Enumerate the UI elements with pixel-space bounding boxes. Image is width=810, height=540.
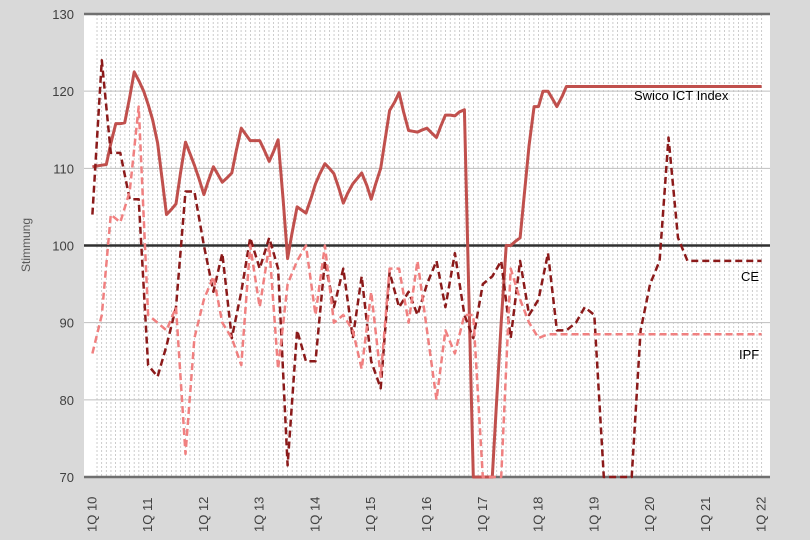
y-tick-label: 80	[60, 393, 74, 408]
y-axis-label: Stimmung	[19, 218, 33, 272]
y-tick-label: 90	[60, 316, 74, 331]
x-tick-label: 1Q 22	[754, 497, 769, 532]
y-tick-labels: 70 80 90 100 110 120 130	[52, 7, 74, 485]
series-label-ce: CE	[741, 269, 759, 284]
series-line-ipf	[91, 105, 762, 479]
y-tick-label: 130	[52, 7, 74, 22]
x-tick-label: 1Q 11	[140, 498, 155, 532]
y-tick-label: 100	[52, 239, 74, 254]
series-label-swico: Swico ICT Index	[634, 88, 729, 103]
x-tick-label: 1Q 13	[252, 497, 267, 532]
y-tick-label: 120	[52, 84, 74, 99]
series-label-ipf: IPF	[739, 347, 759, 362]
series-line-swico-ict-index	[92, 70, 762, 479]
grid	[84, 12, 770, 479]
x-tick-label: 1Q 14	[307, 497, 322, 532]
x-tick-label: 1Q 18	[531, 497, 546, 532]
x-tick-label: 1Q 12	[196, 497, 211, 532]
x-tick-label: 1Q 19	[586, 497, 601, 532]
x-tick-label: 1Q 16	[419, 497, 434, 532]
x-tick-labels: 1Q 10 1Q 11 1Q 12 1Q 13 1Q 14 1Q 15 1Q 16 1Q 17…	[84, 497, 768, 532]
x-tick-label: 1Q 17	[475, 497, 490, 532]
series-lines	[91, 59, 762, 479]
x-tick-label: 1Q 10	[84, 497, 99, 532]
x-tick-label: 1Q 21	[698, 497, 713, 532]
x-tick-label: 1Q 15	[363, 497, 378, 532]
y-tick-label: 70	[60, 470, 74, 485]
y-tick-label: 110	[53, 161, 74, 176]
x-tick-label: 1Q 20	[642, 497, 657, 532]
